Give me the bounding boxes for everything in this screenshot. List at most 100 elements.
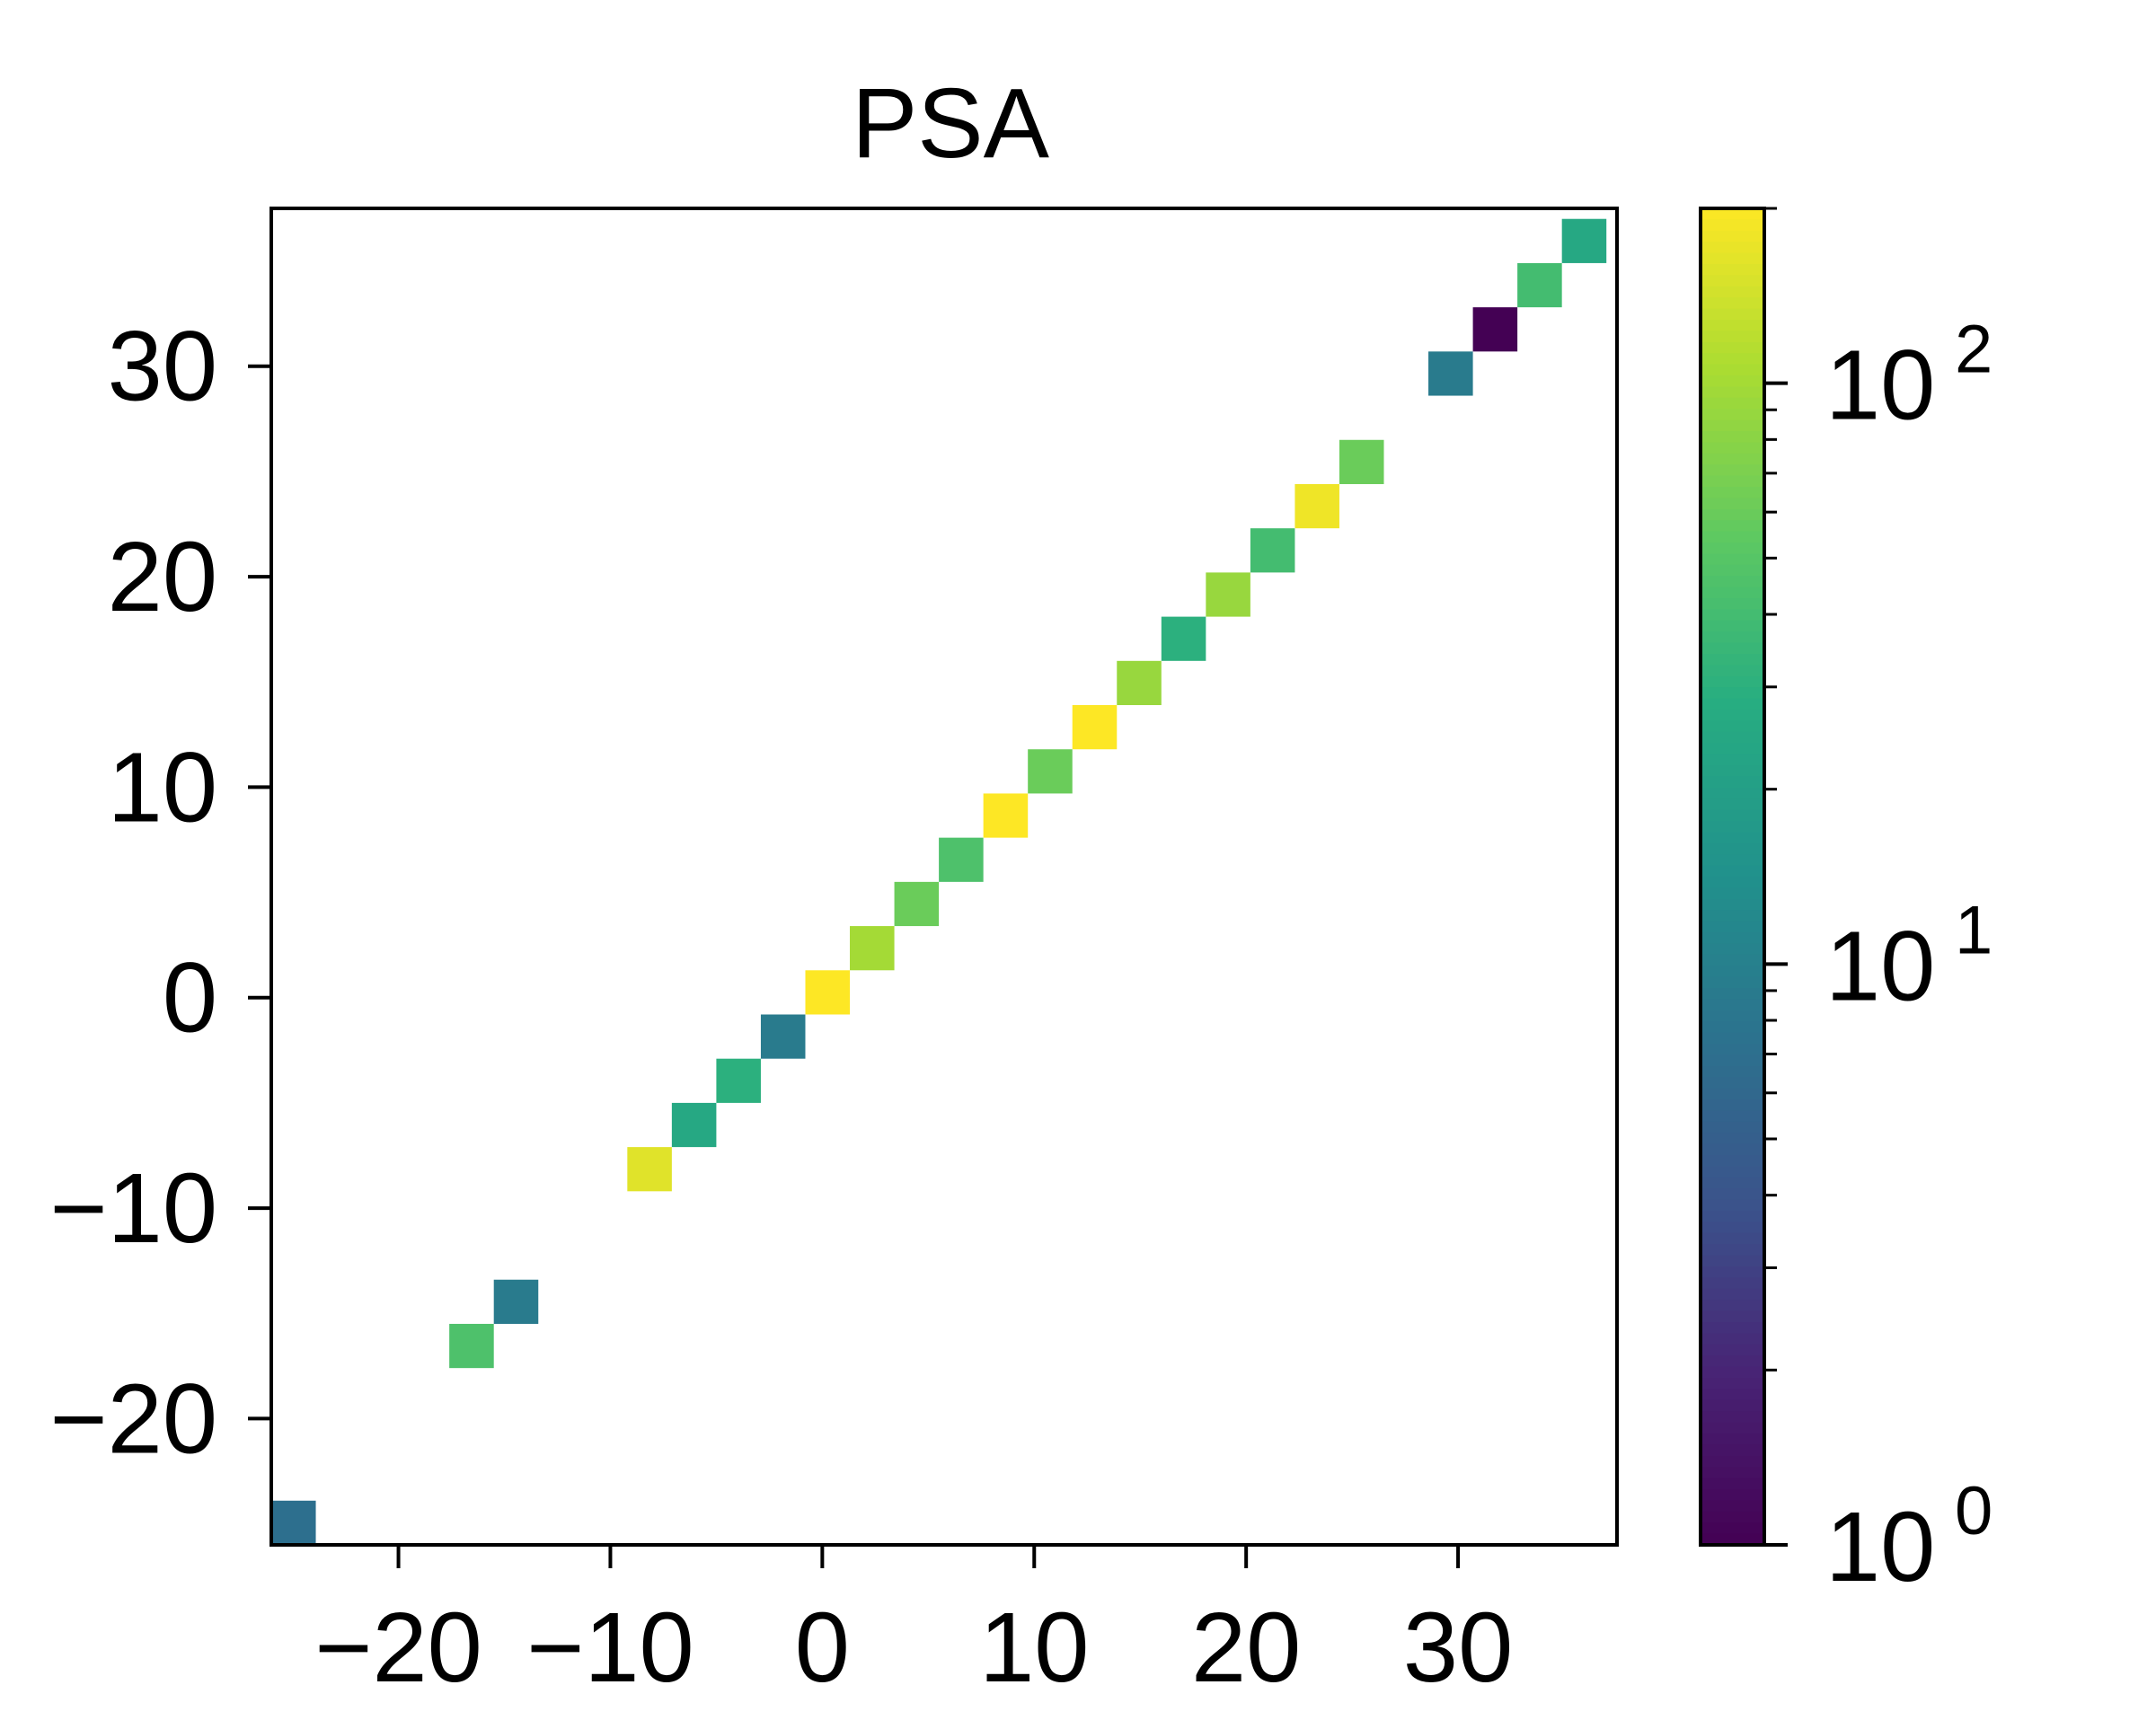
colorbar-segment: [1701, 731, 1764, 744]
colorbar-segment: [1701, 1310, 1764, 1323]
colorbar-segment: [1701, 932, 1764, 945]
y-tick-label: 0: [163, 943, 217, 1054]
x-tick-label: 10: [979, 1592, 1089, 1703]
colorbar-segment: [1701, 910, 1764, 922]
x-tick-label: 30: [1403, 1592, 1513, 1703]
colorbar-tick-label: 10: [1825, 331, 1935, 441]
colorbar-segment: [1701, 1322, 1764, 1335]
colorbar-segment: [1701, 620, 1764, 632]
colorbar-segment: [1701, 776, 1764, 789]
chart-title: PSA: [852, 68, 1050, 179]
colorbar-segment: [1701, 1266, 1764, 1279]
heatmap-cell: [671, 1102, 717, 1148]
colorbar-segment: [1701, 297, 1764, 310]
colorbar-segment: [1701, 1366, 1764, 1379]
colorbar-segment: [1701, 754, 1764, 766]
colorbar-segment: [1701, 1288, 1764, 1301]
heatmap-cell: [983, 793, 1029, 838]
colorbar-segment: [1701, 877, 1764, 889]
colorbar-segment: [1701, 252, 1764, 265]
heatmap-cell: [1428, 351, 1473, 396]
colorbar-segment: [1701, 1222, 1764, 1234]
heatmap-cell: [1117, 660, 1162, 706]
colorbar-segment: [1701, 464, 1764, 477]
x-axis: −20 −10 0 10 20 30: [314, 1545, 1513, 1703]
colorbar-segment: [1701, 1533, 1764, 1546]
heatmap-cell: [1561, 218, 1607, 263]
colorbar-segment: [1701, 1155, 1764, 1168]
colorbar-segment: [1701, 654, 1764, 666]
colorbar-segment: [1701, 442, 1764, 454]
heatmap-cell: [271, 1500, 316, 1545]
colorbar-segment: [1701, 475, 1764, 488]
colorbar-segment: [1701, 208, 1764, 221]
colorbar-segment: [1701, 275, 1764, 287]
heatmap-cell: [1072, 705, 1118, 750]
colorbar-segment: [1701, 1255, 1764, 1267]
heatmap-cell: [805, 970, 851, 1015]
heatmap-cells: [271, 218, 1607, 1545]
colorbar-segment: [1701, 765, 1764, 778]
x-tick-label: −10: [526, 1592, 694, 1703]
colorbar-tick-exponent: 1: [1955, 892, 1993, 968]
colorbar-segment: [1701, 453, 1764, 465]
colorbar-tick-label: 10: [1825, 1492, 1935, 1602]
colorbar-segment: [1701, 1211, 1764, 1223]
colorbar-segment: [1701, 508, 1764, 521]
colorbar-segment: [1701, 1088, 1764, 1100]
heatmap-cell: [939, 837, 984, 882]
colorbar-segment: [1701, 609, 1764, 622]
colorbar-segment: [1701, 1522, 1764, 1535]
colorbar-segment: [1701, 1232, 1764, 1245]
plot-frame: [270, 207, 1619, 1547]
heatmap-cell: [760, 1014, 806, 1059]
heatmap-cell: [493, 1279, 539, 1324]
heatmap-cell: [1339, 439, 1384, 484]
colorbar-segment: [1701, 832, 1764, 844]
colorbar-segment: [1701, 576, 1764, 588]
colorbar: 10 0 10 1 10 2: [1699, 207, 1993, 1602]
heatmap-cell: [1517, 262, 1562, 308]
colorbar-segment: [1701, 1500, 1764, 1513]
colorbar-segment: [1701, 1099, 1764, 1112]
colorbar-segment: [1701, 1277, 1764, 1290]
colorbar-segment: [1701, 842, 1764, 855]
colorbar-segment: [1701, 219, 1764, 232]
heatmap-cell: [894, 881, 940, 927]
colorbar-segment: [1701, 809, 1764, 822]
colorbar-segment: [1701, 531, 1764, 543]
x-tick-label: 20: [1191, 1592, 1301, 1703]
colorbar-segment: [1701, 431, 1764, 444]
colorbar-segment: [1701, 943, 1764, 956]
colorbar-segment: [1701, 1333, 1764, 1345]
colorbar-segment: [1701, 498, 1764, 510]
colorbar-tick-exponent: 2: [1955, 312, 1993, 388]
colorbar-segment: [1701, 331, 1764, 343]
colorbar-segment: [1701, 1032, 1764, 1045]
colorbar-segment: [1701, 821, 1764, 834]
x-tick-label: −20: [314, 1592, 482, 1703]
colorbar-segment: [1701, 1467, 1764, 1479]
colorbar-segment: [1701, 308, 1764, 321]
heatmap-cell: [850, 926, 895, 971]
colorbar-segment: [1701, 397, 1764, 410]
colorbar-segment: [1701, 409, 1764, 421]
colorbar-segment: [1701, 1166, 1764, 1178]
colorbar-segment: [1701, 1065, 1764, 1078]
colorbar-ticks: 10 0 10 1 10 2: [1764, 207, 1993, 1602]
colorbar-segment: [1701, 854, 1764, 867]
y-tick-label: −10: [49, 1153, 217, 1264]
colorbar-segment: [1701, 787, 1764, 799]
colorbar-segment: [1701, 341, 1764, 354]
colorbar-segment: [1701, 1411, 1764, 1424]
colorbar-segment: [1701, 353, 1764, 366]
colorbar-segment: [1701, 966, 1764, 978]
colorbar-gradient: [1701, 208, 1764, 1546]
colorbar-segment: [1701, 1054, 1764, 1067]
y-tick-label: 20: [108, 522, 217, 632]
colorbar-segment: [1701, 1444, 1764, 1457]
colorbar-segment: [1701, 1077, 1764, 1089]
heatmap-cell: [1294, 483, 1339, 529]
